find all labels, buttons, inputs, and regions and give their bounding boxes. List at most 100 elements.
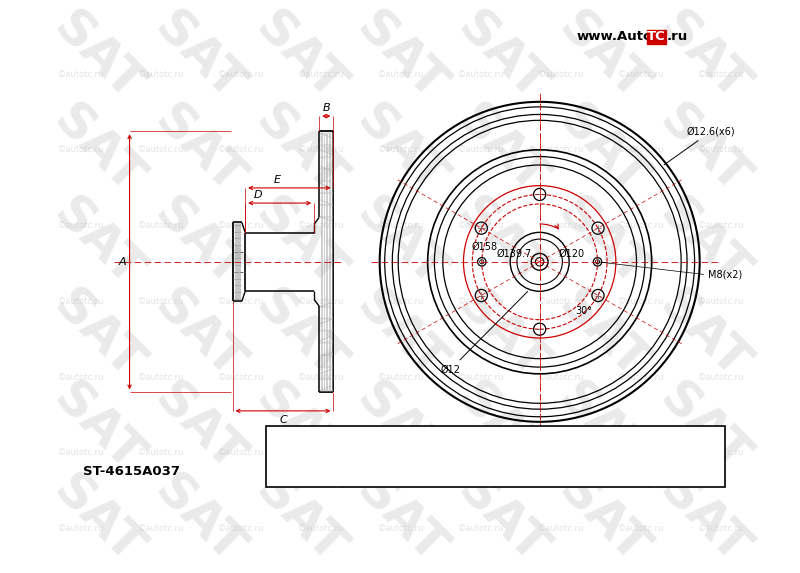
Text: www.Auto: www.Auto	[577, 30, 653, 44]
Text: Ø139.7: Ø139.7	[497, 249, 532, 258]
Text: SAT: SAT	[145, 3, 253, 111]
Text: ©autotc.ru: ©autotc.ru	[618, 372, 664, 382]
Text: SAT: SAT	[246, 3, 354, 111]
Text: ©autotc.ru: ©autotc.ru	[58, 146, 104, 154]
Bar	[647, 30, 666, 44]
Text: 6: 6	[276, 458, 293, 482]
Text: A: A	[119, 257, 126, 267]
Text: SAT: SAT	[43, 189, 152, 297]
Text: ©autotc.ru: ©autotc.ru	[218, 69, 264, 79]
Text: ©autotc.ru: ©autotc.ru	[58, 524, 104, 533]
Text: ©autotc.ru: ©autotc.ru	[218, 221, 264, 230]
Text: ©autotc.ru: ©autotc.ru	[378, 69, 424, 79]
Text: SAT: SAT	[346, 189, 455, 297]
Text: M8(x2): M8(x2)	[708, 269, 742, 280]
Text: ©autotc.ru: ©autotc.ru	[698, 146, 744, 154]
Text: ©autotc.ru: ©autotc.ru	[538, 297, 584, 306]
Text: SAT: SAT	[650, 374, 758, 482]
Text: ©autotc.ru: ©autotc.ru	[378, 524, 424, 533]
Text: ©autotc.ru: ©autotc.ru	[218, 297, 264, 306]
Text: D: D	[254, 190, 262, 199]
Text: SAT: SAT	[650, 189, 758, 297]
Text: SAT: SAT	[549, 189, 657, 297]
Text: ©autotc.ru: ©autotc.ru	[538, 146, 584, 154]
Text: 220.8: 220.8	[669, 465, 705, 478]
Text: ©autotc.ru: ©autotc.ru	[138, 221, 184, 230]
Text: ©autotc.ru: ©autotc.ru	[218, 524, 264, 533]
Text: ©autotc.ru: ©autotc.ru	[378, 297, 424, 306]
Text: ©autotc.ru: ©autotc.ru	[538, 372, 584, 382]
Text: E: E	[682, 435, 690, 448]
Text: ©autotc.ru: ©autotc.ru	[138, 524, 184, 533]
Text: SAT: SAT	[650, 96, 758, 204]
Text: D: D	[605, 435, 614, 448]
Text: SAT: SAT	[145, 374, 253, 482]
Text: 94: 94	[602, 465, 618, 478]
Text: Ø158: Ø158	[472, 242, 498, 252]
Text: SAT: SAT	[549, 96, 657, 204]
Text: ©autotc.ru: ©autotc.ru	[138, 146, 184, 154]
Text: ©autotc.ru: ©autotc.ru	[218, 146, 264, 154]
Text: SAT: SAT	[145, 189, 253, 297]
Text: SAT: SAT	[448, 281, 556, 389]
Text: ©autotc.ru: ©autotc.ru	[298, 146, 344, 154]
Text: C: C	[529, 435, 538, 448]
Text: ©autotc.ru: ©autotc.ru	[58, 221, 104, 230]
Text: SAT: SAT	[145, 466, 253, 573]
Text: ©autotc.ru: ©autotc.ru	[538, 69, 584, 79]
Text: SAT: SAT	[549, 374, 657, 482]
Text: ©autotc.ru: ©autotc.ru	[458, 449, 504, 457]
Text: ©autotc.ru: ©autotc.ru	[458, 524, 504, 533]
Text: ©autotc.ru: ©autotc.ru	[538, 524, 584, 533]
Text: C: C	[279, 415, 287, 425]
Text: SAT: SAT	[346, 466, 455, 573]
Text: SAT: SAT	[43, 374, 152, 482]
Text: ©autotc.ru: ©autotc.ru	[298, 449, 344, 457]
Text: SAT: SAT	[346, 281, 455, 389]
Text: ©autotc.ru: ©autotc.ru	[138, 69, 184, 79]
Text: ©autotc.ru: ©autotc.ru	[538, 221, 584, 230]
Text: ©autotc.ru: ©autotc.ru	[378, 449, 424, 457]
Text: SAT: SAT	[448, 96, 556, 204]
Text: B: B	[322, 103, 330, 113]
Text: ©autotc.ru: ©autotc.ru	[698, 524, 744, 533]
Text: SAT: SAT	[448, 189, 556, 297]
Text: ©autotc.ru: ©autotc.ru	[458, 297, 504, 306]
Text: ©autotc.ru: ©autotc.ru	[458, 221, 504, 230]
Text: SAT: SAT	[650, 3, 758, 111]
Text: ©autotc.ru: ©autotc.ru	[138, 449, 184, 457]
Text: ©autotc.ru: ©autotc.ru	[58, 297, 104, 306]
Text: 18: 18	[449, 465, 465, 478]
Text: ©autotc.ru: ©autotc.ru	[298, 372, 344, 382]
Text: Ø12: Ø12	[440, 292, 528, 375]
Text: SAT: SAT	[549, 466, 657, 573]
Text: ©autotc.ru: ©autotc.ru	[698, 69, 744, 79]
Text: SAT: SAT	[43, 3, 152, 111]
Text: SAT: SAT	[346, 374, 455, 482]
Text: ST-4615A037: ST-4615A037	[82, 465, 180, 478]
Text: ©autotc.ru: ©autotc.ru	[618, 221, 664, 230]
Text: ©autotc.ru: ©autotc.ru	[218, 449, 264, 457]
Text: SAT: SAT	[246, 189, 354, 297]
Text: ©autotc.ru: ©autotc.ru	[458, 69, 504, 79]
Text: ©autotc.ru: ©autotc.ru	[58, 69, 104, 79]
Text: SAT: SAT	[43, 281, 152, 389]
Text: ©autotc.ru: ©autotc.ru	[618, 449, 664, 457]
Text: SAT: SAT	[246, 374, 354, 482]
Text: SAT: SAT	[448, 466, 556, 573]
Text: ©autotc.ru: ©autotc.ru	[298, 69, 344, 79]
Text: ©autotc.ru: ©autotc.ru	[58, 449, 104, 457]
Text: ©autotc.ru: ©autotc.ru	[378, 372, 424, 382]
Text: ©autotc.ru: ©autotc.ru	[298, 524, 344, 533]
Text: ©autotc.ru: ©autotc.ru	[298, 297, 344, 306]
Text: ©autotc.ru: ©autotc.ru	[618, 146, 664, 154]
Text: ©autotc.ru: ©autotc.ru	[458, 372, 504, 382]
Circle shape	[535, 258, 544, 266]
Text: SAT: SAT	[145, 96, 253, 204]
Text: 74.4: 74.4	[519, 465, 547, 478]
Text: SAT: SAT	[145, 281, 253, 389]
Text: SAT: SAT	[650, 466, 758, 573]
Text: ©autotc.ru: ©autotc.ru	[618, 69, 664, 79]
Text: ©autotc.ru: ©autotc.ru	[458, 146, 504, 154]
Text: .ru: .ru	[667, 30, 688, 44]
